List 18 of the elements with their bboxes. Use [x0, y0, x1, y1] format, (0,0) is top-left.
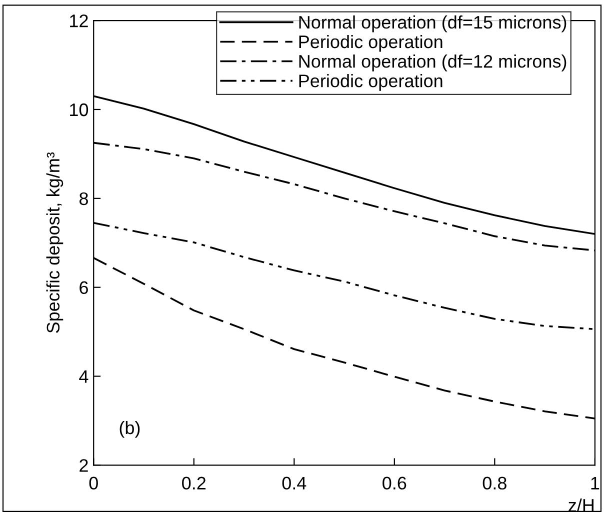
x-tick-label: 0.2: [182, 476, 206, 490]
annotation: (b): [120, 420, 140, 438]
y-tick-label: 4: [79, 370, 88, 383]
x-tick-label: 0: [89, 476, 98, 490]
y-tick-label: 6: [80, 281, 88, 294]
x-tick-label: 0.6: [382, 476, 406, 490]
legend-label: Periodic operation: [299, 74, 442, 91]
legend-label: Normal operation (df=15 microns): [299, 15, 566, 32]
y-tick-label: 10: [70, 103, 88, 116]
y-tick-label: 12: [70, 14, 88, 28]
y-tick-label: 2: [80, 459, 88, 472]
x-tick-label: 1: [591, 476, 600, 490]
y-axis-title: Specific deposit, kg/m³: [46, 152, 64, 333]
legend-label: Periodic operation: [299, 34, 442, 52]
y-tick-label: 8: [80, 192, 88, 206]
legend-label: Normal operation (df=12 microns): [299, 54, 566, 72]
x-tick-label: 0.8: [482, 476, 506, 490]
x-tick-label: 0.4: [282, 476, 306, 490]
